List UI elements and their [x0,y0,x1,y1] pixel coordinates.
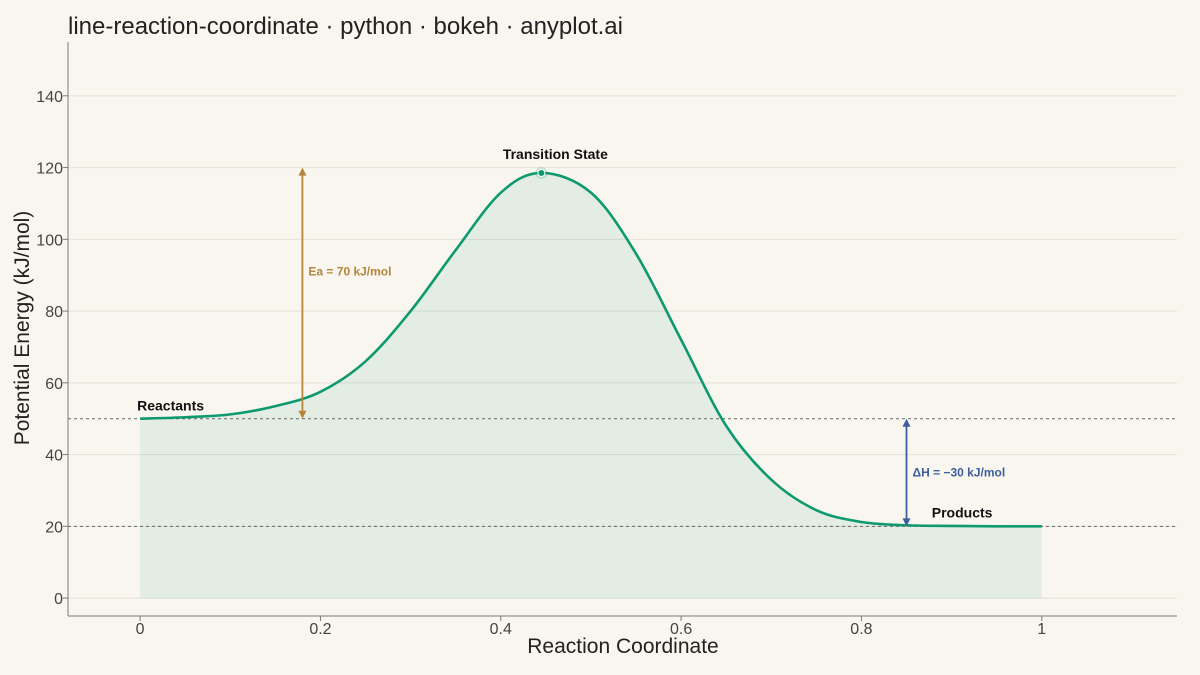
x-tick-label: 0 [136,621,145,638]
energy-area-fill [140,172,1042,599]
y-tick-label: 0 [54,591,63,608]
products-label: Products [932,504,993,520]
y-tick-label: 100 [36,232,63,249]
dh-arrow-head-top [902,418,911,427]
energy-curve [140,171,1042,528]
x-tick-label: 1 [1037,621,1046,638]
x-axis-title: Reaction Coordinate [527,635,718,658]
curve-layer [140,166,1042,528]
dh-label: ΔH = −30 kJ/mol [913,466,1006,480]
y-tick-label: 140 [36,89,63,106]
y-tick-label: 40 [45,448,63,465]
y-axis-title: Potential Energy (kJ/mol) [11,211,34,446]
x-tick-label: 0.2 [309,621,331,638]
reactants-label: Reactants [137,398,204,414]
transition-state-label: Transition State [503,146,608,162]
chart-title: line-reaction-coordinate · python · boke… [68,13,623,40]
fill-layer [140,172,1042,599]
ea-arrow-head-top [298,167,307,176]
transition-state-marker [537,168,546,177]
y-tick-label: 60 [45,376,63,393]
dh-arrow-head-bottom [902,518,911,527]
axis-layer: 0 20 40 60 80 100 120 140 0 0.2 0.4 0.6 0.8 1 [36,42,1177,638]
x-tick-label: 0.8 [850,621,872,638]
y-tick-label: 80 [45,304,63,321]
y-tick-label: 120 [36,161,63,178]
ea-label: Ea = 70 kJ/mol [308,265,391,279]
y-tick-label: 20 [45,519,63,536]
annotation-layer: Transition State Reactants Products Ea = 70… [137,146,1006,527]
grid-layer [68,95,1177,599]
x-tick-label: 0.4 [490,621,512,638]
x-tick-label: 0.6 [670,621,692,638]
ea-arrow-head-bottom [298,410,307,419]
